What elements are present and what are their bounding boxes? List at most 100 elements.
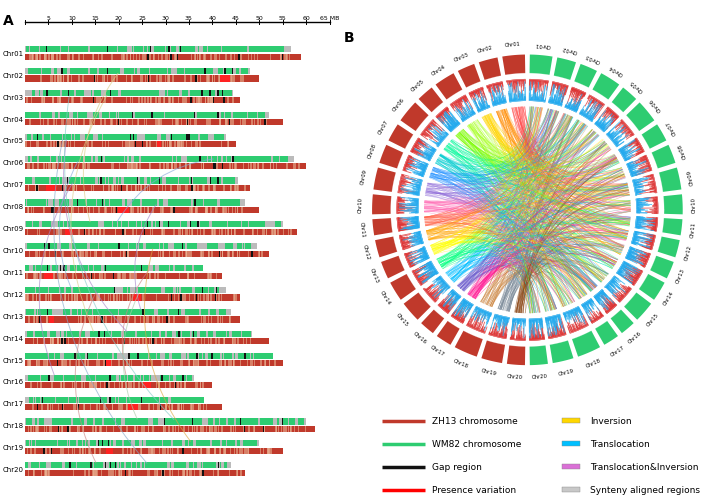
Bar (119, 178, 122, 184)
Bar (227, 69, 230, 75)
Bar (168, 382, 171, 388)
Bar (172, 76, 174, 82)
Bar (171, 404, 173, 410)
Bar (56, 47, 60, 53)
Bar (197, 200, 202, 206)
Bar (177, 462, 181, 468)
Bar (113, 207, 115, 213)
Bar (132, 200, 135, 206)
Bar (54, 331, 56, 337)
Bar (142, 222, 147, 228)
Bar (204, 98, 206, 104)
Bar (135, 375, 138, 381)
Bar (95, 382, 97, 388)
Polygon shape (503, 56, 526, 76)
Bar (52, 317, 53, 323)
Bar (225, 55, 227, 61)
Polygon shape (611, 88, 636, 113)
Bar (170, 448, 171, 454)
Bar (143, 317, 145, 323)
Bar (76, 288, 79, 294)
Bar (60, 76, 61, 82)
Bar (160, 251, 161, 258)
Bar (150, 375, 151, 381)
Bar (51, 426, 52, 432)
Bar (53, 98, 55, 104)
Bar (238, 440, 240, 446)
Bar (168, 200, 169, 206)
Bar (98, 156, 99, 162)
Bar (138, 375, 140, 381)
Bar (125, 470, 126, 476)
Bar (161, 375, 163, 381)
Text: Chr08: Chr08 (367, 142, 377, 159)
Bar (188, 360, 189, 367)
Bar (140, 375, 143, 381)
Text: Chr16: Chr16 (412, 330, 428, 344)
Bar (131, 76, 132, 82)
Bar (220, 331, 222, 337)
Bar (148, 178, 150, 184)
Bar (47, 266, 48, 272)
Bar (45, 375, 46, 381)
Bar (189, 200, 191, 206)
Bar (184, 440, 189, 446)
Bar (176, 243, 179, 250)
Bar (237, 339, 239, 345)
Bar (150, 331, 151, 337)
Polygon shape (381, 256, 405, 279)
Bar (117, 440, 119, 446)
Polygon shape (374, 168, 396, 192)
Bar (88, 470, 90, 476)
Bar (254, 222, 258, 228)
Bar (268, 360, 269, 367)
Bar (72, 164, 73, 170)
Bar (96, 288, 99, 294)
Bar (183, 470, 185, 476)
Bar (60, 273, 61, 279)
Bar (184, 222, 186, 228)
Text: Chr16: Chr16 (627, 330, 643, 344)
Text: Chr01: Chr01 (505, 42, 521, 48)
Bar (195, 360, 197, 367)
Bar (51, 243, 54, 250)
Bar (114, 353, 117, 359)
Bar (108, 353, 109, 359)
Bar (171, 470, 173, 476)
Bar (163, 251, 164, 258)
Bar (26, 462, 28, 468)
Bar (168, 375, 169, 381)
Bar (194, 331, 195, 337)
Bar (123, 251, 124, 258)
Bar (25, 164, 306, 170)
Bar (189, 375, 192, 381)
Bar (119, 134, 121, 141)
Bar (50, 55, 52, 61)
Bar (128, 113, 133, 119)
Bar (169, 309, 174, 316)
Bar (81, 178, 84, 184)
Bar (28, 164, 30, 170)
Bar (215, 339, 217, 345)
Bar (146, 156, 149, 162)
Bar (173, 229, 174, 235)
Bar (190, 222, 193, 228)
Bar (68, 156, 71, 162)
Bar (145, 375, 147, 381)
Bar (30, 200, 34, 206)
Bar (35, 462, 40, 468)
Bar (233, 156, 234, 162)
Bar (38, 134, 41, 141)
Bar (100, 440, 104, 446)
Bar (146, 142, 147, 148)
Bar (147, 222, 151, 228)
Bar (60, 295, 61, 301)
Bar (262, 113, 265, 119)
Bar (102, 309, 103, 316)
Bar (40, 178, 43, 184)
Bar (84, 266, 89, 272)
Text: Chr18: Chr18 (2, 422, 23, 428)
Bar (94, 462, 97, 468)
Bar (104, 331, 105, 337)
Bar (192, 156, 195, 162)
